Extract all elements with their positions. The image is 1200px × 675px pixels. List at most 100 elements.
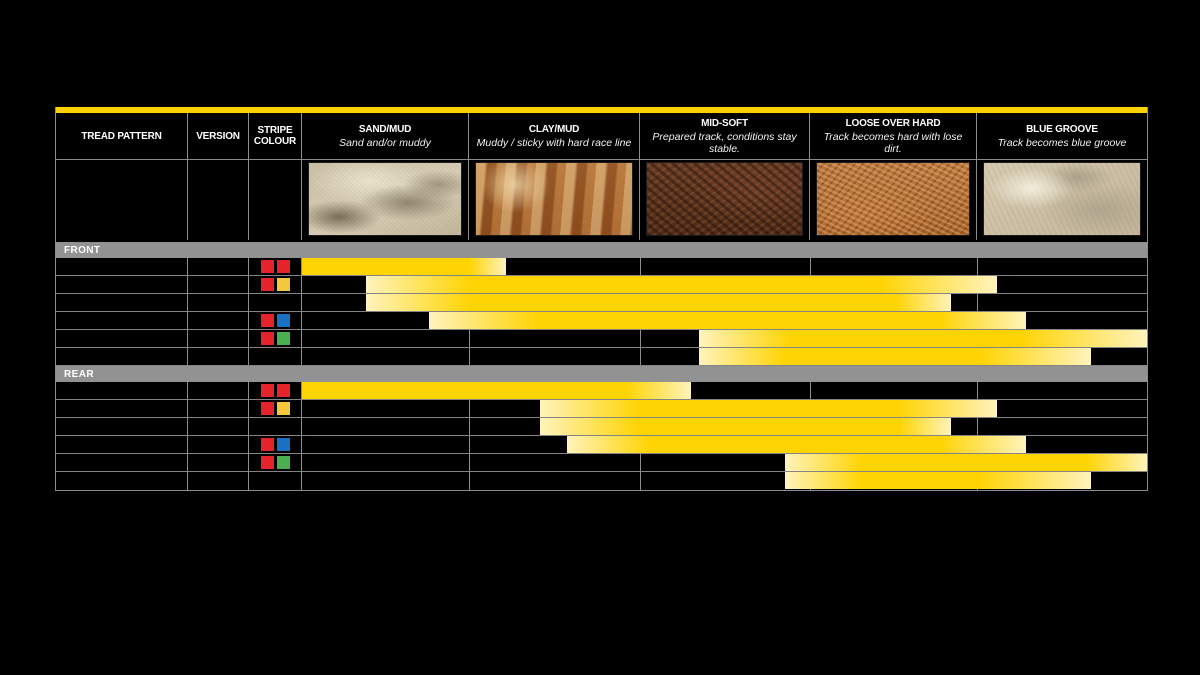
suitability-range-bar (302, 258, 506, 275)
stripe-colour-cell (249, 276, 302, 293)
photo-cell-blue-groove (977, 160, 1147, 240)
yellow-stripe-swatch (276, 402, 290, 415)
table-row (56, 436, 1147, 454)
stripe-colour-cell (249, 348, 302, 365)
tread-pattern-cell (56, 400, 188, 417)
red-stripe-swatch (260, 384, 274, 397)
version-cell (188, 454, 249, 471)
red-stripe-swatch (276, 384, 290, 397)
table-row (56, 258, 1147, 276)
red-stripe-swatch (260, 260, 274, 273)
stripe-colour-cell (249, 312, 302, 329)
column-header-sand-mud: SAND/MUD Sand and/or muddy (302, 113, 469, 159)
suitability-bar-area (302, 276, 1147, 293)
empty-cell (56, 160, 188, 240)
header-row: TREAD PATTERN VERSION STRIPE COLOUR SAND/MU… (56, 113, 1147, 160)
column-title: VERSION (196, 130, 240, 142)
table-row (56, 276, 1147, 294)
photo-cell-clay-mud (469, 160, 640, 240)
column-title: BLUE GROOVE (1026, 123, 1098, 135)
yellow-stripe-swatch (276, 278, 290, 291)
green-stripe-swatch (276, 332, 290, 345)
red-stripe-swatch (260, 332, 274, 345)
empty-cell (249, 160, 302, 240)
version-cell (188, 472, 249, 490)
tread-pattern-cell (56, 454, 188, 471)
column-subtitle: Track becomes hard with lose dirt. (823, 130, 963, 155)
section-header-rear: REAR (56, 366, 1147, 382)
accent-bar (56, 107, 1147, 113)
photo-cell-loose-over-hard (810, 160, 977, 240)
photo-cell-sand-mud (302, 160, 469, 240)
suitability-range-bar (429, 312, 1026, 329)
stripe-colour-cell (249, 330, 302, 347)
stripe-colour-cell (249, 472, 302, 490)
empty-cell (188, 160, 249, 240)
table-row (56, 400, 1147, 418)
tread-pattern-cell (56, 294, 188, 311)
suitability-bar-area (302, 258, 1147, 275)
suitability-range-bar (302, 382, 691, 399)
version-cell (188, 294, 249, 311)
stripe-colour-cell (249, 418, 302, 435)
table-row (56, 454, 1147, 472)
sand-terrain-photo (308, 162, 462, 236)
stripe-colour-cell (249, 436, 302, 453)
column-title: TREAD PATTERN (81, 130, 162, 142)
suitability-bar-area (302, 312, 1147, 329)
suitability-range-bar (540, 400, 997, 417)
suitability-bar-area (302, 382, 1147, 399)
tread-pattern-cell (56, 472, 188, 490)
tread-pattern-cell (56, 436, 188, 453)
suitability-bar-area (302, 400, 1147, 417)
column-header-tread-pattern: TREAD PATTERN (56, 113, 188, 159)
column-header-stripe-colour: STRIPE COLOUR (249, 113, 302, 159)
column-title: STRIPE COLOUR (253, 125, 297, 147)
clay-terrain-photo (475, 162, 633, 236)
photo-cell-mid-soft (640, 160, 810, 240)
stripe-colour-cell (249, 400, 302, 417)
version-cell (188, 312, 249, 329)
table-row (56, 294, 1147, 312)
blue-terrain-photo (983, 162, 1141, 236)
stripe-colour-cell (249, 258, 302, 275)
tread-pattern-cell (56, 312, 188, 329)
column-title: CLAY/MUD (528, 123, 580, 135)
table-row (56, 348, 1147, 366)
stripe-colour-cell (249, 294, 302, 311)
version-cell (188, 330, 249, 347)
table-row (56, 472, 1147, 490)
column-header-mid-soft: MID-SOFT Prepared track, conditions stay … (640, 113, 810, 159)
suitability-range-bar (567, 436, 1026, 453)
green-stripe-swatch (276, 456, 290, 469)
tread-pattern-cell (56, 276, 188, 293)
version-cell (188, 348, 249, 365)
version-cell (188, 382, 249, 399)
stripe-colour-cell (249, 454, 302, 471)
suitability-bar-area (302, 330, 1147, 347)
section-header-front: FRONT (56, 240, 1147, 258)
blue-stripe-swatch (276, 314, 290, 327)
table-row (56, 312, 1147, 330)
blue-stripe-swatch (276, 438, 290, 451)
tread-pattern-cell (56, 418, 188, 435)
suitability-range-bar (540, 418, 951, 435)
version-cell (188, 276, 249, 293)
table-row (56, 382, 1147, 400)
table-row (56, 330, 1147, 348)
red-stripe-swatch (260, 438, 274, 451)
red-stripe-swatch (260, 402, 274, 415)
column-title: LOOSE OVER HARD (845, 117, 941, 129)
column-subtitle: Prepared track, conditions stay stable. (652, 130, 797, 155)
midsoft-terrain-photo (646, 162, 803, 236)
loose-terrain-photo (816, 162, 970, 236)
suitability-range-bar (785, 454, 1147, 471)
terrain-photo-row (56, 160, 1147, 240)
tyre-condition-table: TREAD PATTERN VERSION STRIPE COLOUR SAND/MU… (55, 107, 1148, 491)
column-subtitle: Track becomes blue groove (997, 136, 1127, 149)
table-body: FRONT REAR (56, 240, 1147, 490)
version-cell (188, 418, 249, 435)
tread-pattern-cell (56, 382, 188, 399)
tread-pattern-cell (56, 348, 188, 365)
